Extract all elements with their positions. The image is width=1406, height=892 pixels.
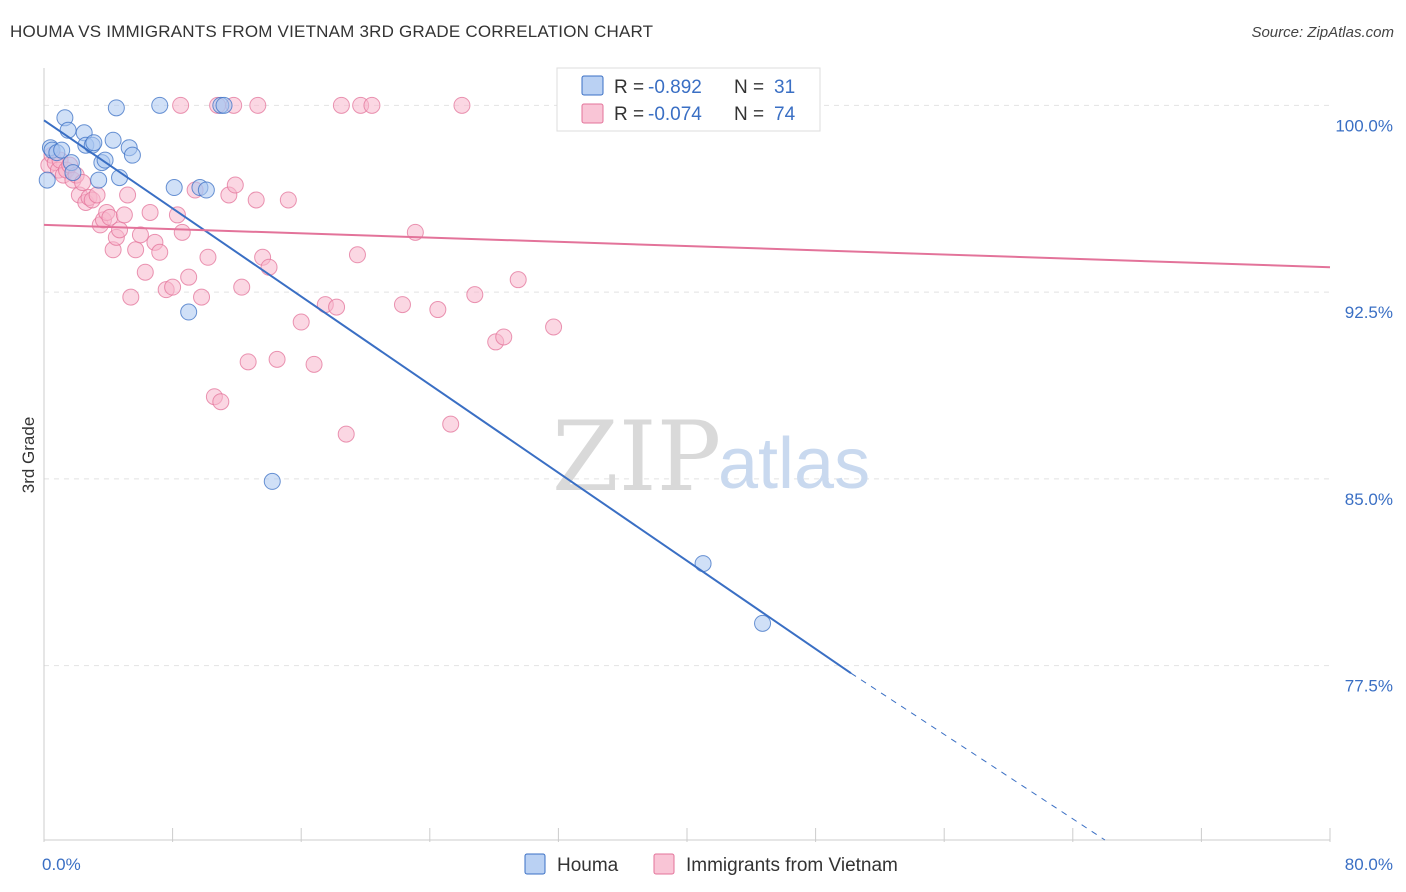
vietnam-point bbox=[151, 243, 169, 261]
vietnam-point bbox=[279, 191, 297, 209]
vietnam-point bbox=[268, 350, 286, 368]
y-tick-label: 100.0% bbox=[1335, 116, 1393, 135]
vietnam-point bbox=[363, 96, 381, 114]
watermark: ZIP atlas bbox=[552, 401, 870, 513]
legend-n-label-vietnam: N = bbox=[734, 104, 764, 125]
legend-swatch-vietnam bbox=[581, 103, 604, 124]
vietnam-point bbox=[466, 286, 484, 304]
vietnam-point bbox=[127, 241, 145, 259]
vietnam-point bbox=[393, 296, 411, 314]
vietnam-point bbox=[115, 206, 133, 224]
vietnam-point bbox=[172, 96, 190, 114]
vietnam-point bbox=[247, 191, 265, 209]
houma-point bbox=[38, 171, 56, 189]
vietnam-point bbox=[453, 96, 471, 114]
houma-trend-line bbox=[43, 119, 852, 674]
source-label: Source: ZipAtlas.com bbox=[1251, 24, 1394, 41]
vietnam-point bbox=[239, 353, 257, 371]
vietnam-point bbox=[119, 186, 137, 204]
houma-point bbox=[123, 146, 141, 164]
vietnam-point bbox=[173, 223, 191, 241]
houma-point bbox=[104, 131, 122, 149]
vietnam-point bbox=[429, 301, 447, 319]
watermark-atlas: atlas bbox=[718, 424, 870, 504]
houma-point bbox=[754, 614, 772, 632]
vietnam-point bbox=[545, 318, 563, 336]
vietnam-point bbox=[141, 203, 159, 221]
vietnam-point bbox=[332, 96, 350, 114]
series-legend-swatch-houma bbox=[524, 853, 546, 875]
vietnam-point bbox=[348, 246, 366, 264]
vietnam-point bbox=[88, 186, 106, 204]
y-tick-label: 77.5% bbox=[1345, 677, 1393, 696]
vietnam-point bbox=[442, 415, 460, 433]
series-legend-vietnam: Immigrants from Vietnam bbox=[686, 855, 898, 876]
houma-point bbox=[197, 181, 215, 199]
houma-trend-extension bbox=[850, 672, 1106, 841]
vietnam-trend-line bbox=[43, 223, 1331, 269]
chart-title: HOUMA VS IMMIGRANTS FROM VIETNAM 3RD GRA… bbox=[10, 22, 654, 41]
vietnam-point bbox=[292, 313, 310, 331]
legend-r-label-houma: R = bbox=[614, 77, 644, 98]
vietnam-point bbox=[131, 226, 149, 244]
correlation-legend: R = -0.892 N = 31 R = -0.074 N = 74 bbox=[556, 67, 821, 132]
vietnam-point bbox=[111, 221, 129, 239]
trend-lines bbox=[43, 119, 1331, 841]
series-legend-houma: Houma bbox=[557, 855, 619, 876]
legend-n-label-houma: N = bbox=[734, 77, 764, 98]
data-points bbox=[38, 96, 772, 632]
houma-point bbox=[107, 99, 125, 117]
x-tick-label-min: 0.0% bbox=[42, 855, 81, 874]
vietnam-point bbox=[495, 328, 513, 346]
legend-r-label-vietnam: R = bbox=[614, 104, 644, 125]
houma-point bbox=[53, 141, 71, 159]
series-legend-swatch-vietnam bbox=[653, 853, 675, 875]
vietnam-point bbox=[233, 278, 251, 296]
legend-n-value-houma: 31 bbox=[774, 77, 795, 98]
houma-point bbox=[151, 96, 169, 114]
houma-point bbox=[165, 179, 183, 197]
vietnam-point bbox=[226, 176, 244, 194]
vietnam-point bbox=[164, 278, 182, 296]
houma-point bbox=[180, 303, 198, 321]
axes bbox=[43, 68, 1331, 842]
houma-point bbox=[263, 472, 281, 490]
legend-swatch-houma bbox=[581, 75, 604, 96]
y-tick-labels: 100.0% 92.5% 85.0% 77.5% bbox=[1335, 116, 1393, 695]
houma-point bbox=[64, 164, 82, 182]
vietnam-point bbox=[193, 288, 211, 306]
houma-point bbox=[215, 96, 233, 114]
vietnam-point bbox=[212, 393, 230, 411]
vietnam-point bbox=[122, 288, 140, 306]
y-axis-label: 3rd Grade bbox=[19, 417, 38, 494]
vietnam-point bbox=[509, 271, 527, 289]
legend-n-value-vietnam: 74 bbox=[774, 104, 796, 125]
y-tick-label: 85.0% bbox=[1345, 490, 1393, 509]
vietnam-point bbox=[328, 298, 346, 316]
legend-r-value-vietnam: -0.074 bbox=[648, 104, 702, 125]
vietnam-point bbox=[168, 206, 186, 224]
legend-r-value-houma: -0.892 bbox=[648, 77, 702, 98]
vietnam-point bbox=[337, 425, 355, 443]
vietnam-point bbox=[199, 248, 217, 266]
houma-point bbox=[90, 171, 108, 189]
vietnam-point bbox=[136, 263, 154, 281]
vietnam-point bbox=[249, 96, 267, 114]
y-tick-label: 92.5% bbox=[1345, 303, 1393, 322]
x-tick-label-max: 80.0% bbox=[1345, 855, 1393, 874]
houma-point bbox=[85, 134, 103, 152]
vietnam-point bbox=[305, 355, 323, 373]
watermark-zip: ZIP bbox=[552, 401, 721, 513]
vietnam-point bbox=[180, 268, 198, 286]
vietnam-point bbox=[260, 258, 278, 276]
series-legend: Houma Immigrants from Vietnam bbox=[524, 853, 898, 876]
